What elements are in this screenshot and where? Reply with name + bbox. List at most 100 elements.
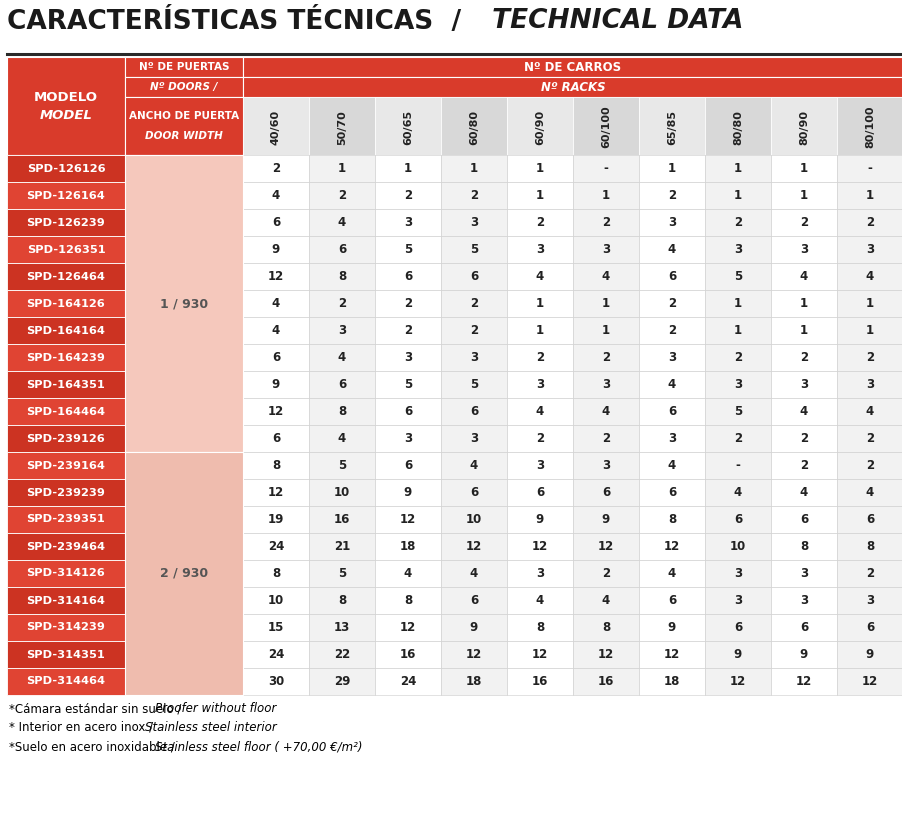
Bar xyxy=(836,425,902,452)
Bar xyxy=(506,479,573,506)
Bar xyxy=(506,452,573,479)
Text: SPD-126126: SPD-126126 xyxy=(27,164,106,174)
Text: 4: 4 xyxy=(337,432,345,445)
Bar xyxy=(124,398,243,425)
Text: 3: 3 xyxy=(536,567,544,580)
Text: 8: 8 xyxy=(535,621,544,634)
Text: 12: 12 xyxy=(663,648,679,661)
Text: 5: 5 xyxy=(337,459,345,472)
Text: 3: 3 xyxy=(865,378,873,391)
Bar xyxy=(440,209,506,236)
Bar xyxy=(704,560,770,587)
Text: 3: 3 xyxy=(403,351,411,364)
Text: 4: 4 xyxy=(602,594,610,607)
Text: 6: 6 xyxy=(337,243,345,256)
Bar xyxy=(243,155,308,182)
Text: TECHNICAL DATA: TECHNICAL DATA xyxy=(483,8,742,34)
Text: 15: 15 xyxy=(268,621,284,634)
Text: 4: 4 xyxy=(799,405,807,418)
Bar xyxy=(7,641,124,668)
Bar xyxy=(374,533,440,560)
Bar xyxy=(704,587,770,614)
Text: 4: 4 xyxy=(667,459,676,472)
Bar xyxy=(7,614,124,641)
Text: 1: 1 xyxy=(799,297,807,310)
Text: 2: 2 xyxy=(469,189,477,202)
Text: 1: 1 xyxy=(865,297,873,310)
Bar xyxy=(573,506,639,533)
Bar xyxy=(308,452,374,479)
Bar xyxy=(440,641,506,668)
Bar xyxy=(243,641,308,668)
Bar xyxy=(243,506,308,533)
Text: 3: 3 xyxy=(469,432,477,445)
Text: DOOR WIDTH: DOOR WIDTH xyxy=(145,131,223,141)
Text: 12: 12 xyxy=(795,675,811,688)
Bar xyxy=(836,344,902,371)
Text: SPD-164164: SPD-164164 xyxy=(26,326,106,336)
Bar xyxy=(639,398,704,425)
Text: 8: 8 xyxy=(337,405,345,418)
Text: 9: 9 xyxy=(865,648,873,661)
Text: 3: 3 xyxy=(536,378,544,391)
Bar xyxy=(836,641,902,668)
Bar xyxy=(836,587,902,614)
Text: 4: 4 xyxy=(667,567,676,580)
Text: 2: 2 xyxy=(799,459,807,472)
Bar xyxy=(836,290,902,317)
Text: 4: 4 xyxy=(272,189,280,202)
Bar xyxy=(124,668,243,695)
Text: 6: 6 xyxy=(733,621,741,634)
Text: 6: 6 xyxy=(469,405,477,418)
Text: 3: 3 xyxy=(733,378,741,391)
Bar xyxy=(7,587,124,614)
Bar xyxy=(639,668,704,695)
Bar xyxy=(308,97,374,155)
Text: 1: 1 xyxy=(602,189,610,202)
Bar xyxy=(308,506,374,533)
Text: 1: 1 xyxy=(799,324,807,337)
Bar xyxy=(243,182,308,209)
Bar xyxy=(704,479,770,506)
Bar xyxy=(7,398,124,425)
Bar xyxy=(506,155,573,182)
Text: 3: 3 xyxy=(667,216,676,229)
Text: 18: 18 xyxy=(663,675,679,688)
Text: 12: 12 xyxy=(465,648,482,661)
Text: 2: 2 xyxy=(403,324,411,337)
Text: 50/70: 50/70 xyxy=(336,109,346,145)
Text: 60/80: 60/80 xyxy=(468,109,478,145)
Text: 4: 4 xyxy=(799,270,807,283)
Bar xyxy=(308,641,374,668)
Text: 40/60: 40/60 xyxy=(271,109,281,145)
Text: 5: 5 xyxy=(337,567,345,580)
Text: 3: 3 xyxy=(799,567,807,580)
Bar xyxy=(243,398,308,425)
Bar xyxy=(770,263,836,290)
Text: * Interior en acero inox /: * Interior en acero inox / xyxy=(9,721,157,734)
Text: 12: 12 xyxy=(268,405,284,418)
Bar xyxy=(639,452,704,479)
Text: 2: 2 xyxy=(733,216,741,229)
Bar xyxy=(506,641,573,668)
Text: 10: 10 xyxy=(268,594,284,607)
Text: 30: 30 xyxy=(268,675,284,688)
Bar xyxy=(374,209,440,236)
Bar xyxy=(573,398,639,425)
Text: 3: 3 xyxy=(602,378,610,391)
Text: -: - xyxy=(735,459,740,472)
Text: 8: 8 xyxy=(865,540,873,553)
Bar xyxy=(639,236,704,263)
Text: MODELO: MODELO xyxy=(34,91,98,104)
Bar xyxy=(124,506,243,533)
Text: 9: 9 xyxy=(799,648,807,661)
Text: 18: 18 xyxy=(465,675,482,688)
Bar xyxy=(770,641,836,668)
Bar xyxy=(506,587,573,614)
Text: 80/90: 80/90 xyxy=(798,109,808,145)
Bar xyxy=(573,263,639,290)
Bar xyxy=(243,425,308,452)
Bar xyxy=(506,371,573,398)
Bar xyxy=(704,614,770,641)
Text: 2: 2 xyxy=(799,432,807,445)
